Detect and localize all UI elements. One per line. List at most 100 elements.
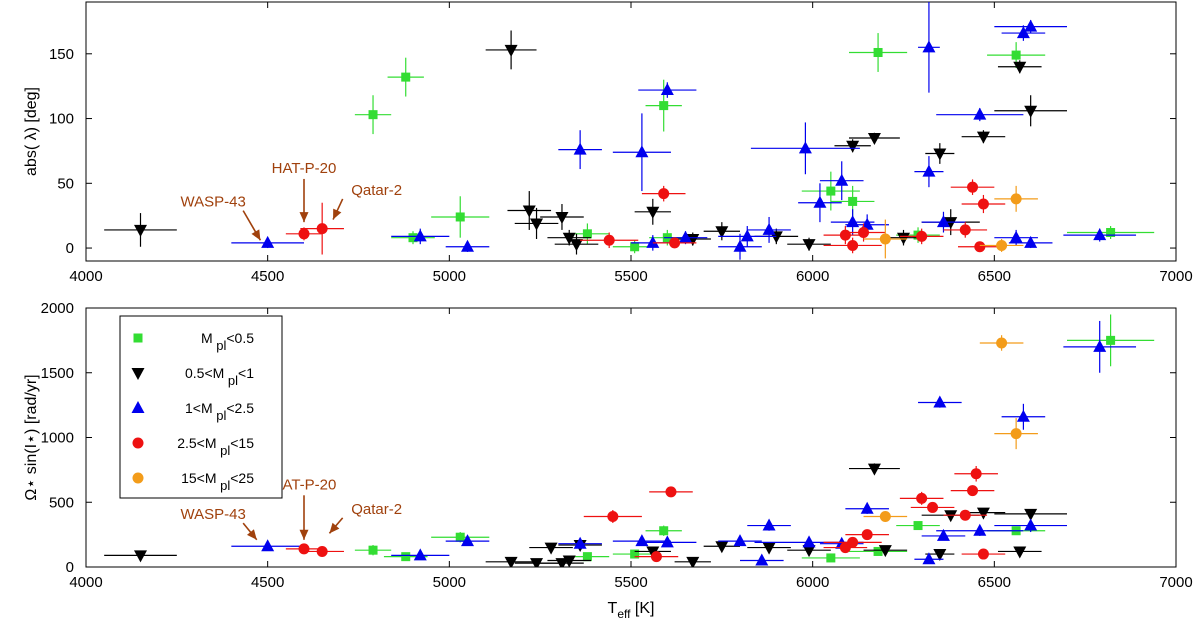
data-point	[718, 233, 762, 260]
data-point	[554, 233, 599, 255]
triangle-down-marker	[933, 148, 947, 161]
x-tick-label: 4500	[251, 574, 284, 591]
square-marker	[873, 48, 883, 58]
triangle-up-marker	[1093, 228, 1107, 241]
square-marker	[659, 526, 669, 536]
triangle-down-marker	[570, 239, 583, 252]
square-marker	[133, 333, 143, 343]
top-data-layer	[104, 2, 1155, 260]
data-point	[641, 185, 686, 202]
legend: M pl<0.5 0.5<M pl<1 1<M pl<2.5 2.5<M pl<15 1…	[119, 315, 283, 499]
square-marker	[455, 212, 465, 222]
data-point	[997, 60, 1042, 74]
data-point	[1067, 314, 1155, 367]
circle-marker	[916, 230, 928, 242]
data-point	[104, 550, 177, 563]
data-point	[863, 219, 908, 259]
circle-marker	[967, 485, 979, 497]
square-marker	[368, 110, 378, 120]
x-tick-label: 6000	[796, 268, 829, 285]
data-point	[921, 211, 966, 233]
triangle-up-marker	[733, 534, 747, 547]
data-point	[747, 518, 791, 531]
x-tick-label: 6500	[978, 574, 1011, 591]
circle-marker	[996, 337, 1008, 349]
data-point	[558, 536, 602, 549]
legend-label: 2.5<M pl<15	[177, 435, 254, 458]
legend-label: M pl<0.5	[201, 330, 254, 353]
data-point	[834, 139, 871, 153]
triangle-down-marker	[867, 132, 881, 145]
annotation-label: HAT-P-20	[272, 160, 337, 177]
legend-box	[119, 315, 283, 499]
triangle-down-marker	[1013, 61, 1027, 74]
data-point	[798, 183, 842, 223]
triangle-up-marker	[131, 401, 145, 413]
x-tick-label: 7000	[1159, 574, 1192, 591]
data-point	[823, 237, 882, 254]
data-point	[863, 510, 908, 522]
data-point	[547, 555, 592, 567]
x-tick-label: 6000	[796, 574, 829, 591]
data-point	[649, 486, 693, 498]
circle-marker	[879, 233, 891, 245]
triangle-up-marker	[740, 229, 754, 242]
data-point	[540, 558, 584, 567]
square-marker	[582, 552, 592, 562]
legend-item-s4: 2.5<M pl<15	[132, 435, 254, 458]
triangle-down-marker	[846, 140, 860, 153]
triangle-down-marker	[715, 226, 729, 239]
triangle-up-marker	[635, 145, 649, 158]
data-point	[445, 534, 490, 547]
data-point	[925, 143, 955, 164]
data-point	[580, 232, 639, 249]
data-point	[961, 194, 1006, 214]
triangle-down-marker	[504, 44, 518, 57]
x-tick-label: 4000	[69, 574, 102, 591]
data-point	[529, 542, 573, 555]
triangle-down-marker	[802, 545, 816, 558]
data-point	[899, 491, 944, 505]
y-tick-label: 0	[66, 240, 74, 257]
legend-item-s2: 0.5<M pl<1	[131, 365, 254, 388]
annotation-qatar-2: Qatar-2	[328, 501, 402, 534]
data-point	[718, 534, 762, 547]
square-marker	[455, 532, 465, 542]
data-point	[961, 548, 1006, 560]
x-tick-label: 5000	[433, 268, 466, 285]
data-point	[740, 553, 784, 566]
circle-marker	[847, 536, 859, 548]
data-point	[612, 549, 657, 559]
triangle-up-marker	[922, 164, 936, 177]
square-marker	[826, 186, 836, 196]
data-point	[994, 185, 1038, 212]
data-point	[994, 418, 1038, 450]
annotation-arrow-head	[299, 529, 309, 540]
annotation-label: WASP-43	[181, 506, 246, 523]
circle-marker	[1010, 428, 1022, 440]
circle-marker	[132, 472, 144, 484]
annotation-arrow-head	[329, 522, 340, 534]
annotation-arrow-head	[299, 212, 309, 223]
data-point	[638, 82, 697, 98]
data-point	[819, 161, 864, 201]
triangle-down-marker	[944, 510, 958, 523]
square-marker	[848, 196, 858, 206]
top-series-s4	[285, 179, 1006, 255]
data-point	[391, 548, 450, 561]
triangle-up-marker	[646, 235, 660, 248]
data-point	[954, 465, 998, 482]
triangle-up-marker	[922, 40, 936, 53]
circle-marker	[298, 228, 310, 240]
data-point	[845, 529, 889, 541]
data-point	[231, 235, 304, 249]
triangle-up-marker	[261, 235, 275, 248]
top-series-s5	[863, 185, 1038, 259]
annotation-label: HAT-P-20	[272, 476, 337, 493]
square-marker	[401, 552, 411, 562]
triangle-up-marker	[1024, 19, 1038, 32]
data-point	[918, 2, 940, 93]
x-tick-label: 7000	[1159, 268, 1192, 285]
data-point	[801, 171, 860, 211]
